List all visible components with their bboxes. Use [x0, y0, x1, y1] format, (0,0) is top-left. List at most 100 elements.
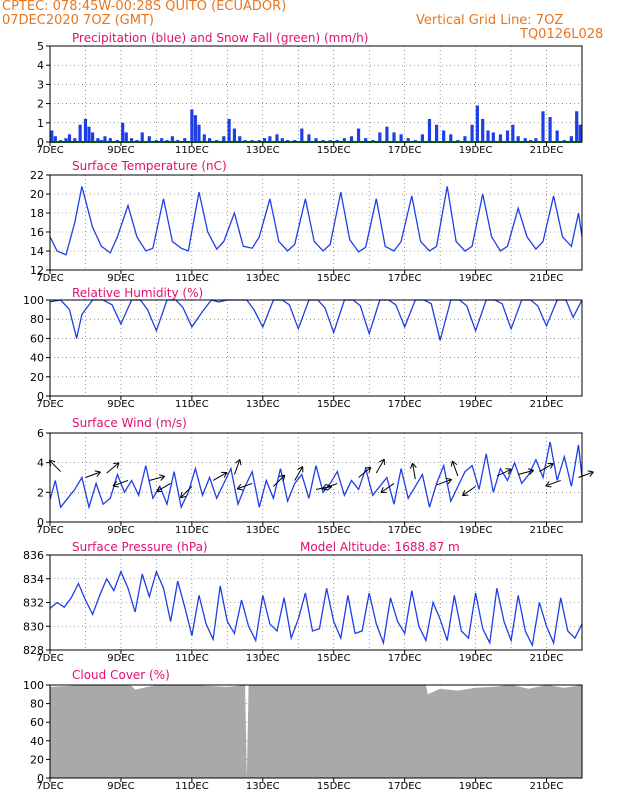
wind-arrow-head	[278, 474, 286, 481]
header-station: CPTEC: 078:45W-00:28S QUITO (ECUADOR)	[2, 0, 287, 14]
wind-arrow-head	[450, 460, 458, 467]
ytick-label: 100	[23, 294, 44, 307]
ytick-label: 6	[37, 427, 44, 440]
ytick-label: 1	[37, 117, 44, 130]
wind-arrow	[236, 482, 253, 491]
ytick-label: 5	[37, 40, 44, 53]
precip-bar	[486, 130, 490, 142]
panel-title: Precipitation (blue) and Snow Fall (gree…	[72, 31, 368, 45]
wind-arrow-head	[94, 470, 101, 477]
xtick-label: 13DEC	[246, 145, 280, 156]
wind-arrow-shaft	[85, 471, 101, 478]
wind-arrow	[149, 474, 166, 481]
wind-arrow	[375, 458, 385, 474]
xtick-label: 21DEC	[530, 653, 564, 664]
xtick-label: 15DEC	[317, 273, 351, 284]
wind-arrow-shaft	[48, 459, 61, 472]
precip-bar	[541, 111, 545, 142]
wind-arrow	[85, 470, 101, 478]
wind-arrow	[436, 477, 453, 486]
precip-bar	[96, 138, 100, 142]
xtick-label: 13DEC	[246, 781, 280, 792]
ytick-label: 80	[30, 698, 44, 711]
ytick-label: 100	[23, 679, 44, 692]
xtick-label: 9DEC	[107, 145, 134, 156]
precip-bar	[208, 138, 212, 142]
wind-arrow	[545, 479, 561, 488]
wind-arrow-head	[545, 481, 552, 488]
xtick-label: 9DEC	[107, 273, 134, 284]
wind-arrow-head	[159, 474, 166, 481]
xtick-label: 21DEC	[530, 145, 564, 156]
xtick-label: 17DEC	[388, 525, 422, 536]
panel-frame	[49, 684, 583, 779]
precip-bar	[505, 130, 510, 142]
xtick-label: 9DEC	[107, 781, 134, 792]
ytick-label: 836	[23, 549, 44, 562]
wind-arrow	[496, 468, 512, 477]
panel-4	[46, 554, 583, 654]
wind-arrow-shaft	[375, 458, 385, 474]
precip-bar	[442, 130, 446, 142]
precip-bar	[300, 128, 304, 142]
wind-arrow	[380, 483, 395, 494]
ytick-label: 60	[30, 332, 44, 345]
ytick-label: 832	[23, 597, 44, 610]
wind-arrow-head	[378, 458, 385, 466]
precip-bar	[578, 124, 582, 142]
precip-bar	[392, 132, 396, 142]
wind-arrow	[539, 462, 554, 472]
header-model-id: TQ0126L028	[520, 27, 604, 42]
wind-arrow	[358, 466, 372, 478]
xtick-label: 15DEC	[317, 399, 351, 410]
xtick-label: 11DEC	[175, 273, 209, 284]
precip-bar	[406, 138, 410, 142]
precip-bar	[124, 132, 128, 142]
precip-bar	[548, 117, 552, 142]
ytick-label: 16	[30, 226, 44, 239]
xtick-label: 19DEC	[459, 145, 493, 156]
ytick-label: 20	[30, 753, 44, 766]
xtick-label: 9DEC	[107, 525, 134, 536]
precip-bar	[356, 128, 361, 142]
wind-arrow-shaft	[518, 469, 534, 476]
series-line	[49, 441, 583, 510]
xtick-label: 19DEC	[459, 525, 493, 536]
ytick-label: 828	[23, 644, 44, 657]
xtick-label: 7DEC	[36, 525, 63, 536]
wind-arrow-head	[445, 477, 453, 485]
header-grid-note: Vertical Grid Line: 7OZ	[416, 13, 564, 28]
wind-arrow-head	[380, 487, 387, 494]
xtick-label: 17DEC	[388, 653, 422, 664]
precip-bar	[378, 132, 382, 142]
precip-bar	[449, 134, 453, 142]
xtick-label: 15DEC	[317, 781, 351, 792]
xtick-label: 19DEC	[459, 781, 493, 792]
wind-arrow	[450, 460, 459, 477]
panel-3	[46, 432, 594, 526]
precip-bar	[67, 134, 72, 142]
cloud-cover-area	[50, 685, 582, 778]
ytick-label: 14	[30, 245, 44, 258]
precip-bar	[342, 138, 346, 142]
precip-bar	[498, 134, 503, 142]
wind-arrow	[518, 468, 534, 476]
precip-bar	[481, 118, 485, 142]
ytick-label: 18	[30, 207, 44, 220]
precip-bar	[434, 124, 439, 142]
panel-title: Surface Pressure (hPa)	[72, 540, 208, 554]
panel-title: Relative Humidity (%)	[72, 286, 203, 300]
ytick-label: 80	[30, 313, 44, 326]
xtick-label: 15DEC	[317, 145, 351, 156]
precip-bar	[280, 138, 284, 142]
ytick-label: 0	[37, 390, 44, 403]
precip-bar	[511, 124, 515, 142]
xtick-label: 13DEC	[246, 653, 280, 664]
precip-bar	[147, 136, 151, 142]
wind-arrow	[106, 462, 120, 474]
precip-bar	[53, 136, 57, 142]
xtick-label: 19DEC	[459, 399, 493, 410]
precip-bar	[78, 124, 82, 142]
panel-frame	[49, 299, 583, 397]
panel-frame	[49, 432, 583, 523]
